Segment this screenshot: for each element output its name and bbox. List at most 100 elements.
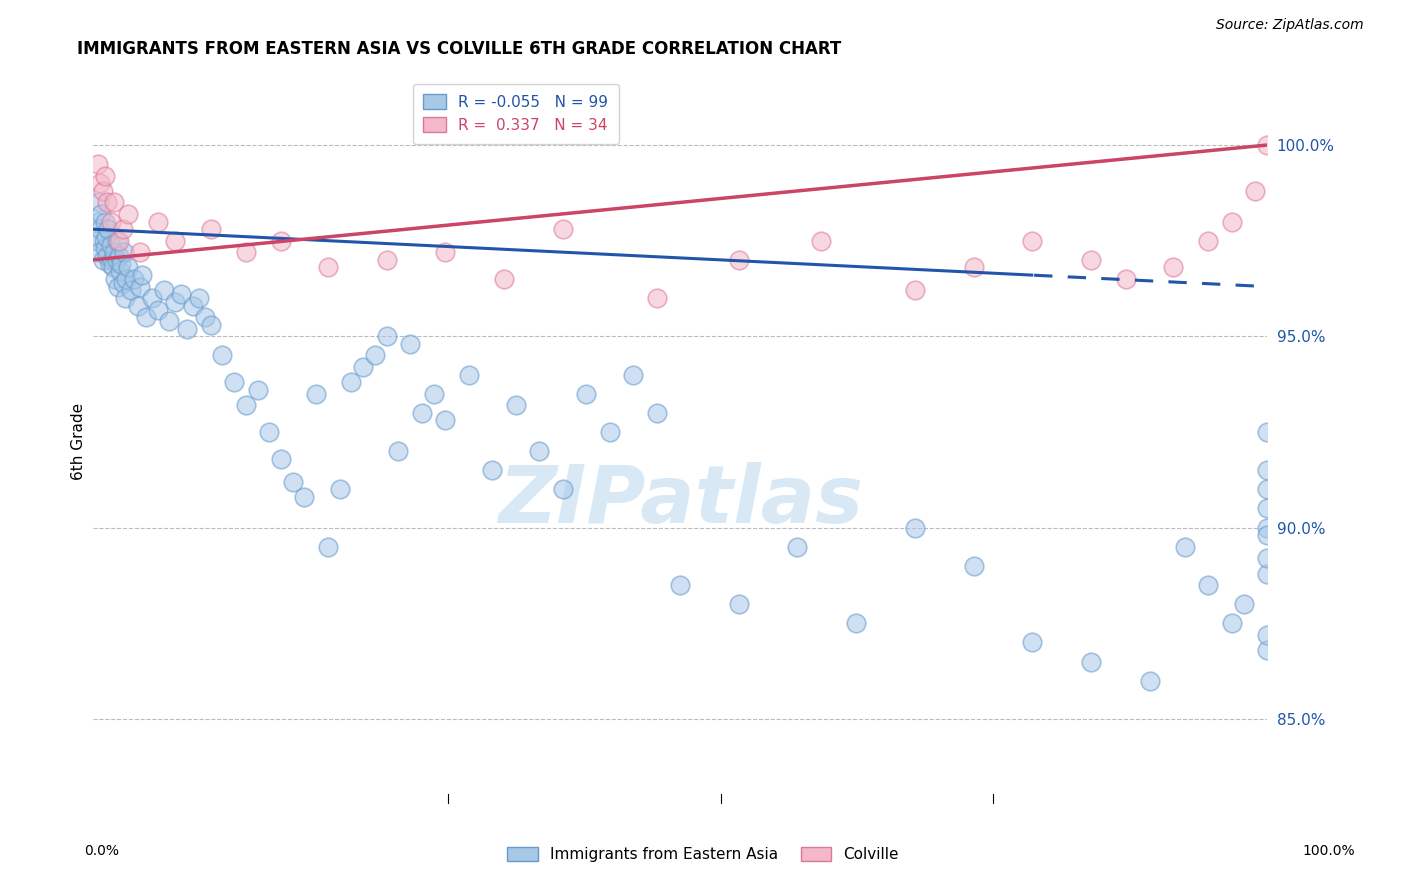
Point (117, 207, 139, 221)
Point (120, 284, 142, 298)
Point (294, 490, 316, 504)
Point (422, 386, 444, 401)
Point (93, 234, 115, 248)
Text: IMMIGRANTS FROM EASTERN ASIA VS COLVILLE 6TH GRADE CORRELATION CHART: IMMIGRANTS FROM EASTERN ASIA VS COLVILLE… (77, 40, 842, 58)
Point (1232, 597, 1254, 611)
Point (316, 540, 339, 554)
Point (1115, 272, 1137, 286)
Point (1256, 425, 1278, 439)
Point (1256, 566, 1278, 581)
Point (1174, 540, 1197, 554)
Point (165, 294, 187, 309)
Point (1080, 655, 1102, 669)
Point (375, 329, 398, 343)
Point (87, 245, 110, 260)
Point (575, 386, 598, 401)
Point (105, 252, 128, 267)
Point (96, 195, 118, 210)
Point (505, 398, 527, 412)
Point (152, 284, 174, 298)
Point (727, 252, 749, 267)
Point (411, 406, 433, 420)
Point (159, 314, 181, 328)
Point (114, 291, 136, 305)
Point (1256, 463, 1278, 477)
Point (962, 260, 984, 275)
Point (375, 252, 398, 267)
Point (1139, 673, 1161, 688)
Point (235, 245, 257, 260)
Point (101, 260, 124, 275)
Point (90, 207, 112, 221)
Point (105, 234, 128, 248)
Point (551, 483, 574, 497)
Point (98, 257, 121, 271)
Point (669, 578, 692, 592)
Point (87, 214, 110, 228)
Point (89, 176, 111, 190)
Point (1256, 551, 1278, 566)
Point (1256, 528, 1278, 542)
Point (200, 318, 222, 332)
Point (904, 521, 927, 535)
Point (599, 425, 621, 439)
Point (111, 276, 134, 290)
Point (135, 310, 157, 325)
Point (1256, 521, 1278, 535)
Point (100, 237, 122, 252)
Point (492, 272, 515, 286)
Point (108, 234, 131, 248)
Point (129, 245, 152, 260)
Point (1256, 483, 1278, 497)
Point (117, 260, 139, 275)
Point (100, 214, 122, 228)
Point (87, 195, 110, 210)
Point (904, 284, 927, 298)
Point (122, 272, 145, 286)
Point (176, 321, 198, 335)
Text: 0.0%: 0.0% (84, 844, 118, 857)
Point (399, 337, 422, 351)
Point (101, 252, 124, 267)
Point (91, 252, 114, 267)
Point (845, 616, 868, 631)
Point (810, 234, 832, 248)
Text: 100.0%: 100.0% (1302, 844, 1355, 857)
Point (165, 234, 187, 248)
Point (645, 291, 668, 305)
Point (115, 272, 138, 286)
Point (141, 291, 163, 305)
Point (551, 222, 574, 236)
Point (259, 425, 281, 439)
Legend: R = -0.055   N = 99, R =  0.337   N = 34: R = -0.055 N = 99, R = 0.337 N = 34 (412, 84, 619, 144)
Point (621, 368, 644, 382)
Point (434, 413, 457, 427)
Point (97, 222, 120, 236)
Point (1244, 184, 1267, 198)
Point (1080, 252, 1102, 267)
Point (108, 249, 131, 263)
Point (89, 222, 111, 236)
Legend: Immigrants from Eastern Asia, Colville: Immigrants from Eastern Asia, Colville (501, 840, 905, 868)
Point (86, 234, 108, 248)
Point (1256, 138, 1278, 153)
Point (305, 386, 328, 401)
Point (1161, 260, 1184, 275)
Text: Source: ZipAtlas.com: Source: ZipAtlas.com (1216, 18, 1364, 31)
Point (200, 222, 222, 236)
Point (246, 383, 269, 397)
Point (103, 195, 125, 210)
Point (1256, 628, 1278, 642)
Point (112, 245, 135, 260)
Point (94, 230, 117, 244)
Point (146, 302, 169, 317)
Point (270, 451, 292, 466)
Y-axis label: 6th Grade: 6th Grade (72, 403, 86, 480)
Point (111, 222, 134, 236)
Point (94, 241, 117, 255)
Point (94, 169, 117, 183)
Point (87, 157, 110, 171)
Point (316, 260, 339, 275)
Point (270, 234, 292, 248)
Point (170, 287, 193, 301)
